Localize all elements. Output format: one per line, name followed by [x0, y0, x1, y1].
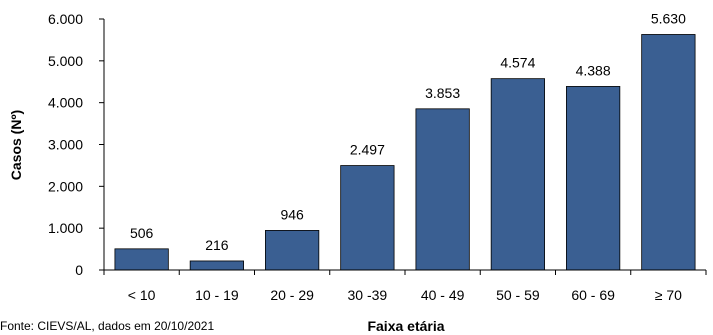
x-tick-label: 60 - 69: [571, 287, 615, 303]
bar-7: [641, 34, 696, 271]
x-tick-label: 50 - 59: [496, 287, 540, 303]
x-tick-label: 10 - 19: [195, 287, 239, 303]
y-tick-label: 2.000: [48, 178, 83, 194]
bar-value-label: 946: [280, 206, 304, 222]
bar-value-label: 4.388: [576, 62, 611, 78]
y-tick-label: 4.000: [48, 95, 83, 111]
bar-value-label: 2.497: [350, 142, 385, 158]
y-tick-label: 0: [75, 262, 83, 278]
x-tick-label: 30 -39: [348, 287, 388, 303]
bar-value-label: 3.853: [425, 85, 460, 101]
x-axis-title: Faixa etária: [367, 318, 444, 334]
x-tick-label: 20 - 29: [270, 287, 314, 303]
x-tick-label: < 10: [128, 287, 156, 303]
y-tick-label: 5.000: [48, 53, 83, 69]
bar-value-label: 506: [130, 225, 154, 241]
x-axis-ticks: < 10 10 - 19 20 - 29 30 -39 40 - 49 50 - 59 60…: [103, 270, 707, 303]
bars-group: [114, 34, 696, 271]
bar-value-label: 216: [205, 237, 229, 253]
y-tick-label: 6.000: [48, 11, 83, 27]
bar-6: [566, 86, 621, 271]
x-tick-label: ≥ 70: [655, 287, 682, 303]
bar-3: [340, 165, 395, 271]
bar-0: [114, 248, 169, 271]
bar-1: [189, 260, 244, 271]
source-note: Fonte: CIEVS/AL, dados em 20/10/2021: [0, 319, 215, 333]
bar-value-label: 4.574: [500, 55, 535, 71]
bar-value-label: 5.630: [651, 10, 686, 26]
x-tick-label: 40 - 49: [421, 287, 465, 303]
y-axis-title: Casos (Nº): [8, 110, 24, 180]
bar-5: [490, 78, 545, 271]
y-tick-label: 1.000: [48, 220, 83, 236]
y-tick-label: 3.000: [48, 137, 83, 153]
bar-2: [265, 230, 320, 271]
y-axis-ticks: 0 1.000 2.000 3.000 4.000 5.000 6.000: [48, 11, 104, 278]
value-labels-group: 506 216 946 2.497 3.853 4.574 4.388 5.630: [130, 10, 686, 252]
bar-4: [415, 108, 470, 271]
